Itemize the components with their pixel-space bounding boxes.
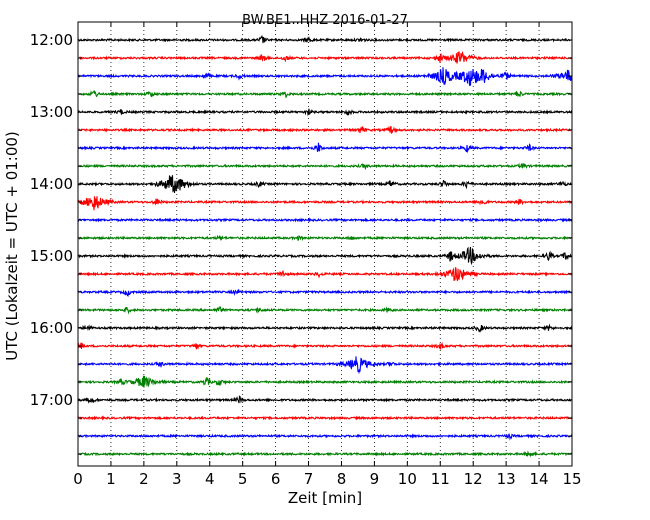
trace-line	[77, 174, 573, 193]
trace-line	[77, 395, 573, 404]
y-tick-label: 13:00	[30, 103, 73, 121]
trace-line	[77, 196, 573, 211]
trace-line	[77, 125, 573, 134]
y-tick-label: 17:00	[30, 391, 73, 409]
trace-line	[77, 89, 573, 99]
trace-line	[77, 217, 573, 223]
x-tick-label: 9	[370, 470, 380, 488]
trace-line	[77, 341, 573, 350]
x-axis-label: Zeit [min]	[288, 489, 362, 507]
trace-line	[77, 246, 573, 266]
x-tick-label: 8	[337, 470, 347, 488]
x-tick-label: 7	[304, 470, 314, 488]
trace-line	[77, 34, 573, 44]
y-tick-label: 16:00	[30, 319, 73, 337]
trace-line	[77, 433, 573, 441]
x-tick-label: 1	[106, 470, 116, 488]
trace-line	[77, 323, 573, 333]
trace-line	[77, 50, 573, 64]
trace-line	[77, 415, 573, 421]
x-tick-label: 12	[464, 470, 483, 488]
trace-line	[77, 108, 573, 117]
trace-group	[77, 34, 573, 458]
x-tick-label: 2	[139, 470, 149, 488]
y-axis-label: UTC (Lokalzeit = UTC + 01:00)	[3, 131, 21, 361]
trace-line	[77, 142, 573, 154]
axis-ticks	[77, 22, 573, 466]
x-tick-label: 13	[497, 470, 516, 488]
trace-line	[77, 375, 573, 388]
x-tick-label: 14	[530, 470, 549, 488]
trace-line	[77, 67, 573, 86]
trace-line	[77, 267, 573, 282]
x-tick-label: 6	[271, 470, 281, 488]
y-tick-label: 14:00	[30, 175, 73, 193]
trace-line	[77, 288, 573, 297]
x-tick-label: 3	[172, 470, 182, 488]
x-tick-label: 0	[73, 470, 83, 488]
x-tick-label: 4	[205, 470, 215, 488]
x-tick-label: 15	[562, 470, 581, 488]
trace-line	[77, 162, 573, 171]
plot-frame	[77, 21, 573, 467]
x-tick-label: 5	[238, 470, 248, 488]
trace-line	[77, 356, 573, 375]
chart-title: BW.BE1..HHZ 2016-01-27	[242, 13, 408, 28]
y-tick-label: 15:00	[30, 247, 73, 265]
y-tick-labels: 12:00 13:00 14:00 15:00 16:00 17:00	[30, 31, 73, 409]
y-tick-label: 12:00	[30, 31, 73, 49]
trace-line	[77, 306, 573, 315]
x-tick-labels: 0 1 2 3 4 5 6 7 8 9 10 11 12 13 14 15	[73, 470, 581, 488]
x-tick-label: 10	[398, 470, 417, 488]
trace-line	[77, 234, 573, 242]
trace-line	[77, 450, 573, 458]
x-tick-label: 11	[431, 470, 450, 488]
